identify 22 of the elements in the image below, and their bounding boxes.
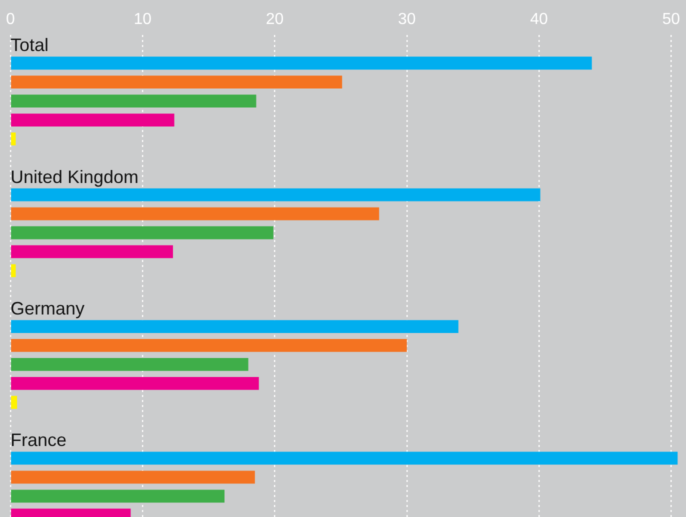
bar	[11, 264, 16, 278]
bar	[11, 94, 256, 108]
y-tick-label: United Kingdom	[10, 166, 139, 187]
bar	[11, 470, 255, 484]
y-tick-label: Germany	[10, 298, 84, 318]
bar	[11, 320, 458, 333]
bar	[11, 114, 174, 126]
bar	[11, 245, 173, 258]
bar	[11, 358, 248, 371]
bar	[11, 207, 380, 220]
bar	[11, 76, 342, 89]
bar	[11, 56, 592, 70]
bar	[11, 339, 407, 352]
bar	[11, 226, 274, 240]
bar	[11, 396, 18, 409]
bar	[11, 452, 678, 465]
y-tick-label: France	[10, 430, 66, 450]
y-tick-label: Total	[10, 35, 48, 56]
bar	[11, 376, 259, 390]
bar	[11, 188, 540, 202]
bar	[11, 490, 225, 503]
bar	[11, 132, 16, 146]
